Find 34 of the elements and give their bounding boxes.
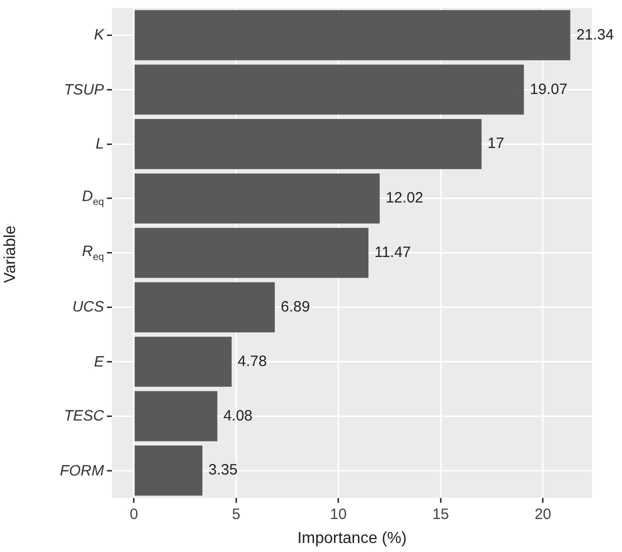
bar	[134, 10, 570, 60]
bar	[134, 336, 232, 387]
data-label: 4.78	[238, 352, 267, 370]
data-label: 21.34	[576, 26, 614, 44]
data-label: 12.02	[386, 190, 424, 207]
bar	[134, 282, 275, 332]
y-tick-label: UCS	[72, 298, 104, 316]
y-axis-title: Variable	[2, 225, 20, 283]
bar	[134, 119, 482, 170]
data-label: 4.08	[223, 407, 253, 424]
y-tick-label: K	[94, 26, 104, 44]
y-tick-label: D$_{eq}$	[82, 188, 104, 208]
data-label: 11.47	[374, 244, 411, 262]
y-tick-label: TSUP	[64, 81, 104, 98]
bar	[134, 228, 368, 278]
y-tick-label: R$_{eq}$	[82, 242, 104, 263]
bar	[134, 173, 380, 224]
x-tick-label: 0	[130, 506, 138, 523]
bar	[134, 64, 524, 115]
x-tick-label: 15	[432, 506, 449, 523]
bar	[134, 446, 202, 496]
data-label: 3.35	[208, 462, 238, 479]
y-tick-label: TESC	[64, 408, 104, 425]
x-tick-label: 5	[232, 506, 240, 523]
y-tick-label: L	[96, 136, 104, 153]
x-tick-label: 20	[534, 506, 552, 523]
x-tick-label: 10	[330, 506, 347, 523]
y-tick-label: FORM	[60, 462, 104, 480]
x-axis-title: Importance (%)	[297, 530, 407, 547]
y-tick-label: E	[94, 353, 104, 370]
data-label: 17	[488, 135, 504, 152]
data-label: 19.07	[530, 80, 568, 98]
data-label: 6.89	[280, 298, 310, 316]
bar	[134, 391, 218, 442]
